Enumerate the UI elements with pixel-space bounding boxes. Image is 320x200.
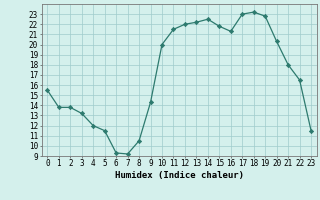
X-axis label: Humidex (Indice chaleur): Humidex (Indice chaleur) bbox=[115, 171, 244, 180]
